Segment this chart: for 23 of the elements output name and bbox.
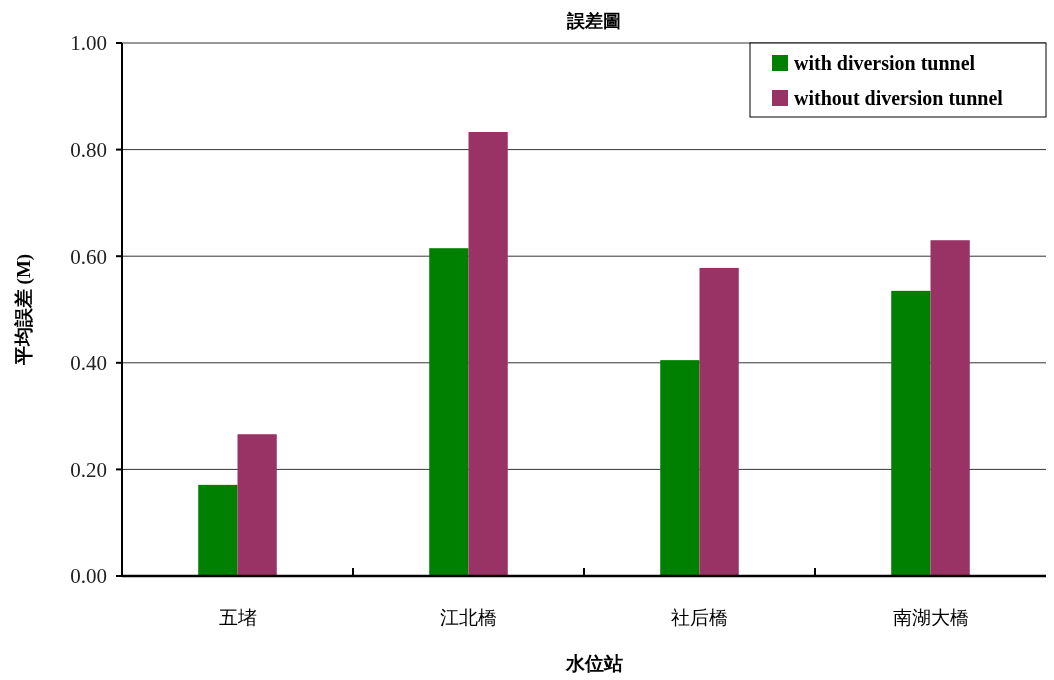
x-axis-title: 水位站 <box>564 653 623 674</box>
y-tick-label: 0.40 <box>70 351 107 376</box>
y-tick-label: 0.00 <box>70 564 107 589</box>
x-tick-label: 五堵 <box>218 607 257 628</box>
legend-label: with diversion tunnel <box>794 52 976 74</box>
y-tick-label: 0.60 <box>70 244 107 269</box>
bar <box>660 360 700 576</box>
bar <box>891 290 931 576</box>
y-axis-title: 平均誤差 (M) <box>13 253 35 367</box>
bar <box>198 484 238 576</box>
y-tick-label: 0.80 <box>70 137 107 162</box>
x-tick-label: 江北橋 <box>440 607 497 628</box>
bar <box>468 132 508 576</box>
chart-title: 誤差圖 <box>566 11 621 31</box>
y-tick-label: 0.20 <box>70 457 107 482</box>
bar <box>699 267 739 576</box>
bar <box>930 240 970 576</box>
bar <box>429 248 469 576</box>
legend-label: without diversion tunnel <box>794 87 1004 109</box>
x-tick-label: 南湖大橋 <box>892 607 969 628</box>
bar <box>237 434 277 576</box>
y-tick-label: 1.00 <box>70 31 107 56</box>
x-tick-label: 社后橋 <box>671 607 728 628</box>
